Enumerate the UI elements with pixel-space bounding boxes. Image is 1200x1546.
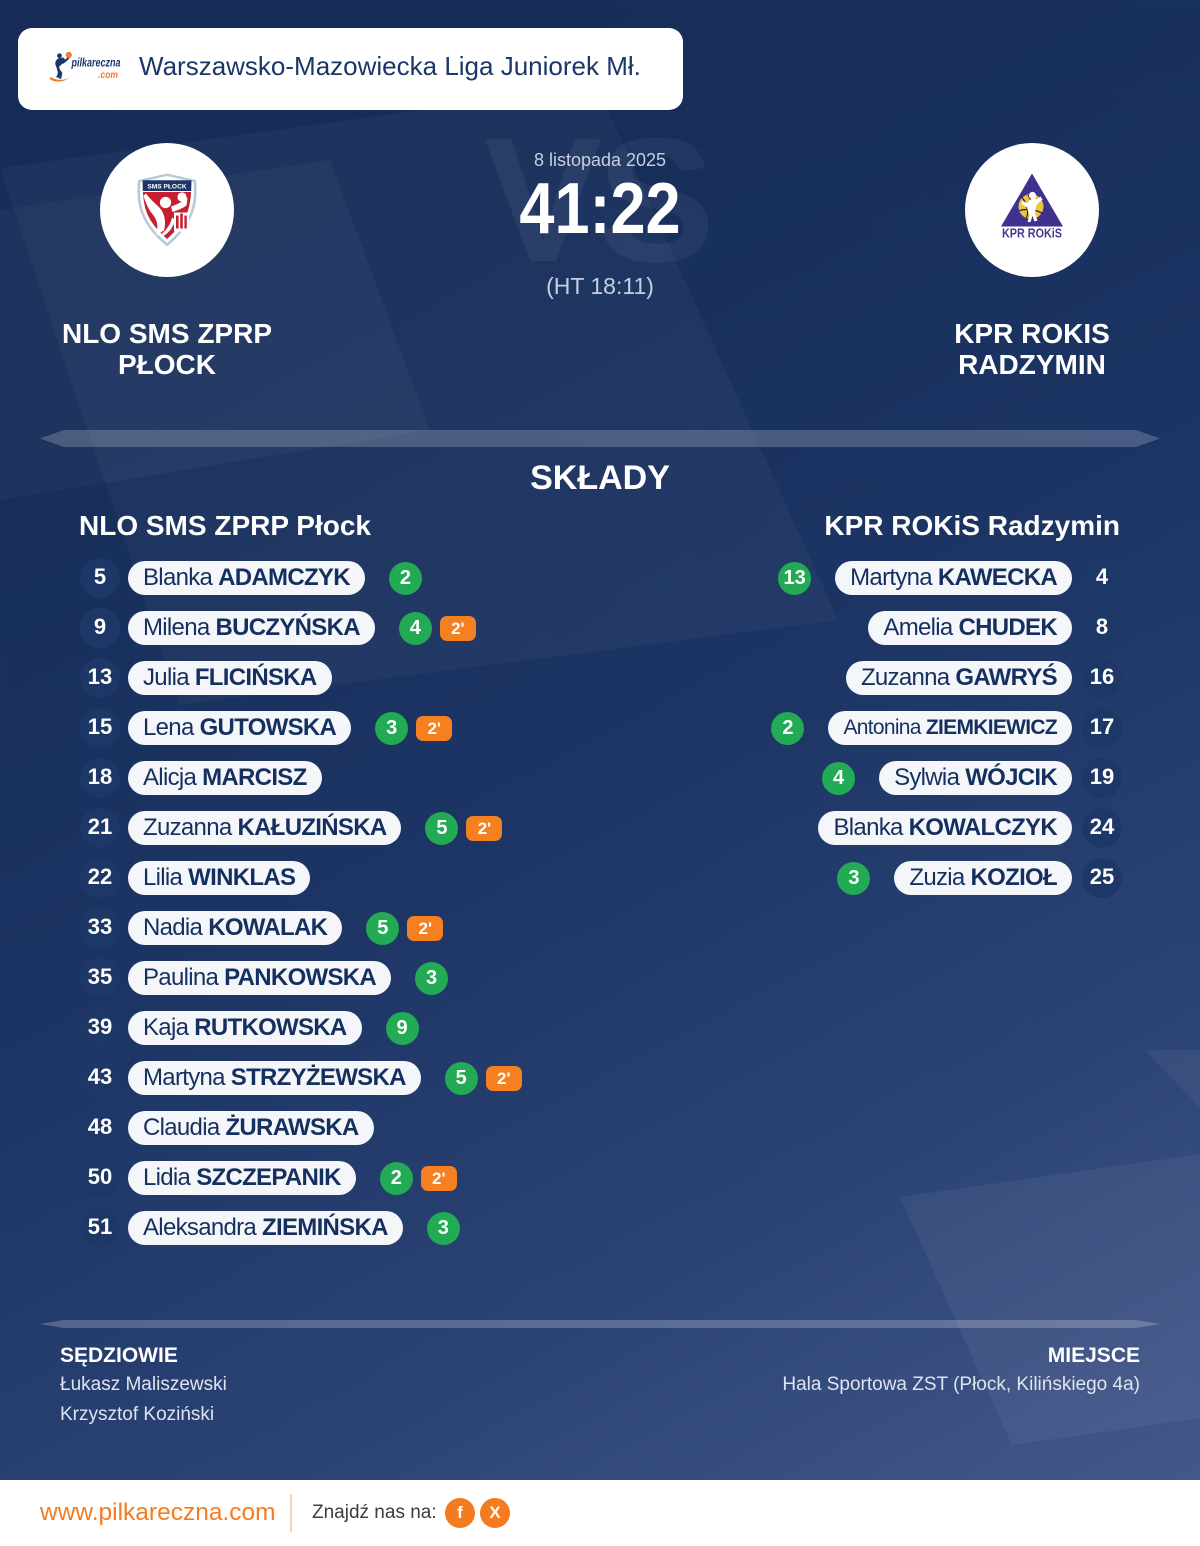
svg-text:.com: .com: [98, 70, 118, 81]
svg-text:SMS PŁOCK: SMS PŁOCK: [147, 183, 186, 190]
svg-text:KPR ROKiS: KPR ROKiS: [1002, 226, 1062, 241]
svg-text:pilkareczna: pilkareczna: [71, 56, 121, 70]
